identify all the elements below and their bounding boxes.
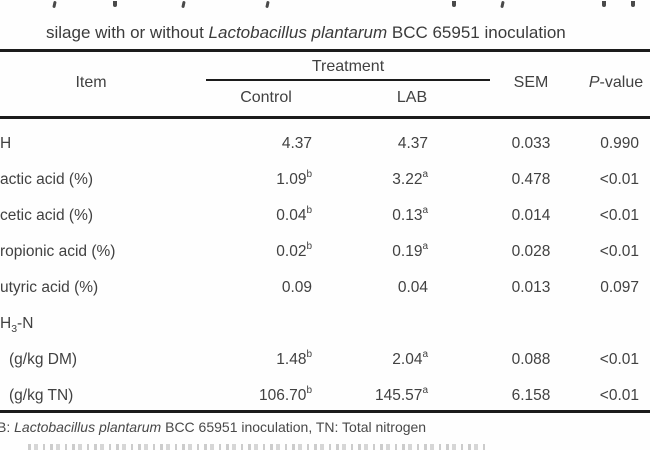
pvalue-value: <0.01 — [599, 351, 639, 368]
row-item-label: ropionic acid (%) — [0, 243, 116, 260]
column-header-lab: LAB — [396, 89, 428, 106]
table-row-propionic-acid: ropionic acid (%) 0.02b 0.19a 0.028 <0.0… — [0, 242, 650, 262]
table-bottom-rule — [0, 410, 650, 413]
lab-value: 145.57a — [375, 385, 428, 404]
clipped-text-fragment — [265, 0, 270, 9]
header-bottom-rule — [0, 116, 650, 119]
clipped-text-fragment — [452, 1, 456, 7]
pvalue-value: <0.01 — [599, 243, 639, 260]
row-item-label: cetic acid (%) — [0, 207, 94, 224]
table-footnote: B: Lactobacillus plantarum BCC 65951 ino… — [0, 419, 426, 435]
sem-value: 0.014 — [511, 207, 551, 224]
column-header-sem: SEM — [513, 74, 549, 91]
control-value: 0.09 — [281, 279, 312, 296]
sig-superscript: b — [306, 241, 312, 253]
pvalue-value: 0.990 — [600, 135, 639, 152]
sem-value: 0.478 — [511, 171, 551, 188]
table-row-lactic-acid: actic acid (%) 1.09b 3.22a 0.478 <0.01 — [0, 170, 650, 190]
clipped-text-fragment — [602, 1, 606, 7]
sem-value: 0.088 — [511, 351, 551, 368]
row-item-label: actic acid (%) — [0, 171, 94, 188]
clipped-text-fragment — [181, 0, 186, 9]
column-header-pvalue: P-value — [571, 74, 650, 92]
row-item-label: utyric acid (%) — [0, 279, 99, 296]
clipped-text-fragment — [52, 0, 57, 9]
sem-value: 0.033 — [511, 135, 551, 152]
control-value: 1.48b — [276, 349, 312, 368]
caption-text: silage with or without — [46, 23, 209, 42]
table-row-nh3n-gkg-tn: (g/kg TN) 106.70b 145.57a 6.158 <0.01 — [0, 386, 650, 406]
sig-superscript: b — [306, 205, 312, 217]
pvalue-p-italic: P — [588, 74, 600, 91]
row-item-label: (g/kg TN) — [9, 387, 74, 404]
subscript-3: 3 — [11, 323, 18, 336]
lab-value: 0.13a — [392, 205, 428, 224]
lab-value: 0.04 — [397, 279, 428, 296]
clipped-bottom-text-line — [28, 444, 488, 450]
pvalue-value: <0.01 — [599, 171, 639, 188]
control-value: 4.37 — [281, 135, 312, 152]
control-value: 1.09b — [276, 169, 312, 188]
clipped-text-fragment — [113, 1, 117, 7]
pvalue-value: 0.097 — [600, 279, 639, 296]
row-item-label: H3-N — [0, 315, 34, 336]
lab-value: 0.19a — [392, 241, 428, 260]
sig-superscript: b — [306, 385, 312, 397]
footnote-abbrev: B: — [0, 419, 11, 435]
sig-superscript: a — [422, 349, 428, 361]
sem-value: 6.158 — [511, 387, 551, 404]
sem-value: 0.013 — [511, 279, 551, 296]
lab-value: 2.04a — [392, 349, 428, 368]
table-caption: silage with or without Lactobacillus pla… — [46, 23, 566, 43]
sig-superscript: a — [422, 385, 428, 397]
pvalue-value: <0.01 — [599, 207, 639, 224]
lab-value: 4.37 — [397, 135, 428, 152]
footnote-species-italic: Lactobacillus plantarum — [14, 419, 162, 435]
sig-superscript: a — [422, 241, 428, 253]
clipped-text-fragment — [631, 1, 635, 7]
pvalue-value: <0.01 — [599, 387, 639, 404]
caption-text-end: BCC 65951 inoculation — [387, 23, 566, 42]
table-row-butyric-acid: utyric acid (%) 0.09 0.04 0.013 0.097 — [0, 278, 650, 298]
column-header-treatment: Treatment — [311, 58, 385, 75]
sig-superscript: a — [422, 205, 428, 217]
sem-value: 0.028 — [511, 243, 551, 260]
column-header-item: Item — [75, 74, 107, 91]
row-item-label: H — [0, 135, 12, 152]
control-value: 0.02b — [276, 241, 312, 260]
footnote-rest: BCC 65951 inoculation, TN: Total nitroge… — [161, 419, 427, 435]
sig-superscript: a — [422, 169, 428, 181]
treatment-spanner-rule — [206, 79, 490, 81]
control-value: 106.70b — [259, 385, 312, 404]
clipped-text-fragment — [500, 0, 505, 9]
row-item-label: (g/kg DM) — [9, 351, 78, 368]
table-top-rule — [0, 49, 650, 52]
table-row-ph: H 4.37 4.37 0.033 0.990 — [0, 134, 650, 154]
table-row-nh3-n: H3-N — [0, 314, 650, 334]
column-header-control: Control — [240, 89, 292, 106]
lab-value: 3.22a — [392, 169, 428, 188]
sig-superscript: b — [306, 349, 312, 361]
table-row-nh3n-gkg-dm: (g/kg DM) 1.48b 2.04a 0.088 <0.01 — [0, 350, 650, 370]
table-row-acetic-acid: cetic acid (%) 0.04b 0.13a 0.014 <0.01 — [0, 206, 650, 226]
control-value: 0.04b — [276, 205, 312, 224]
sig-superscript: b — [306, 169, 312, 181]
pvalue-rest: -value — [599, 74, 644, 91]
caption-species-italic: Lactobacillus plantarum — [208, 23, 388, 42]
